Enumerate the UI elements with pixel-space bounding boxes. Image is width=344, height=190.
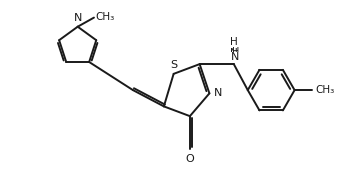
Text: S: S bbox=[170, 60, 177, 70]
Text: N: N bbox=[214, 88, 222, 98]
Text: N: N bbox=[74, 13, 82, 23]
Text: CH₃: CH₃ bbox=[96, 12, 115, 22]
Text: O: O bbox=[185, 154, 194, 164]
Text: CH₃: CH₃ bbox=[315, 85, 334, 95]
Text: H: H bbox=[232, 47, 239, 57]
Text: H
N: H N bbox=[230, 37, 238, 58]
Text: N: N bbox=[231, 52, 240, 63]
